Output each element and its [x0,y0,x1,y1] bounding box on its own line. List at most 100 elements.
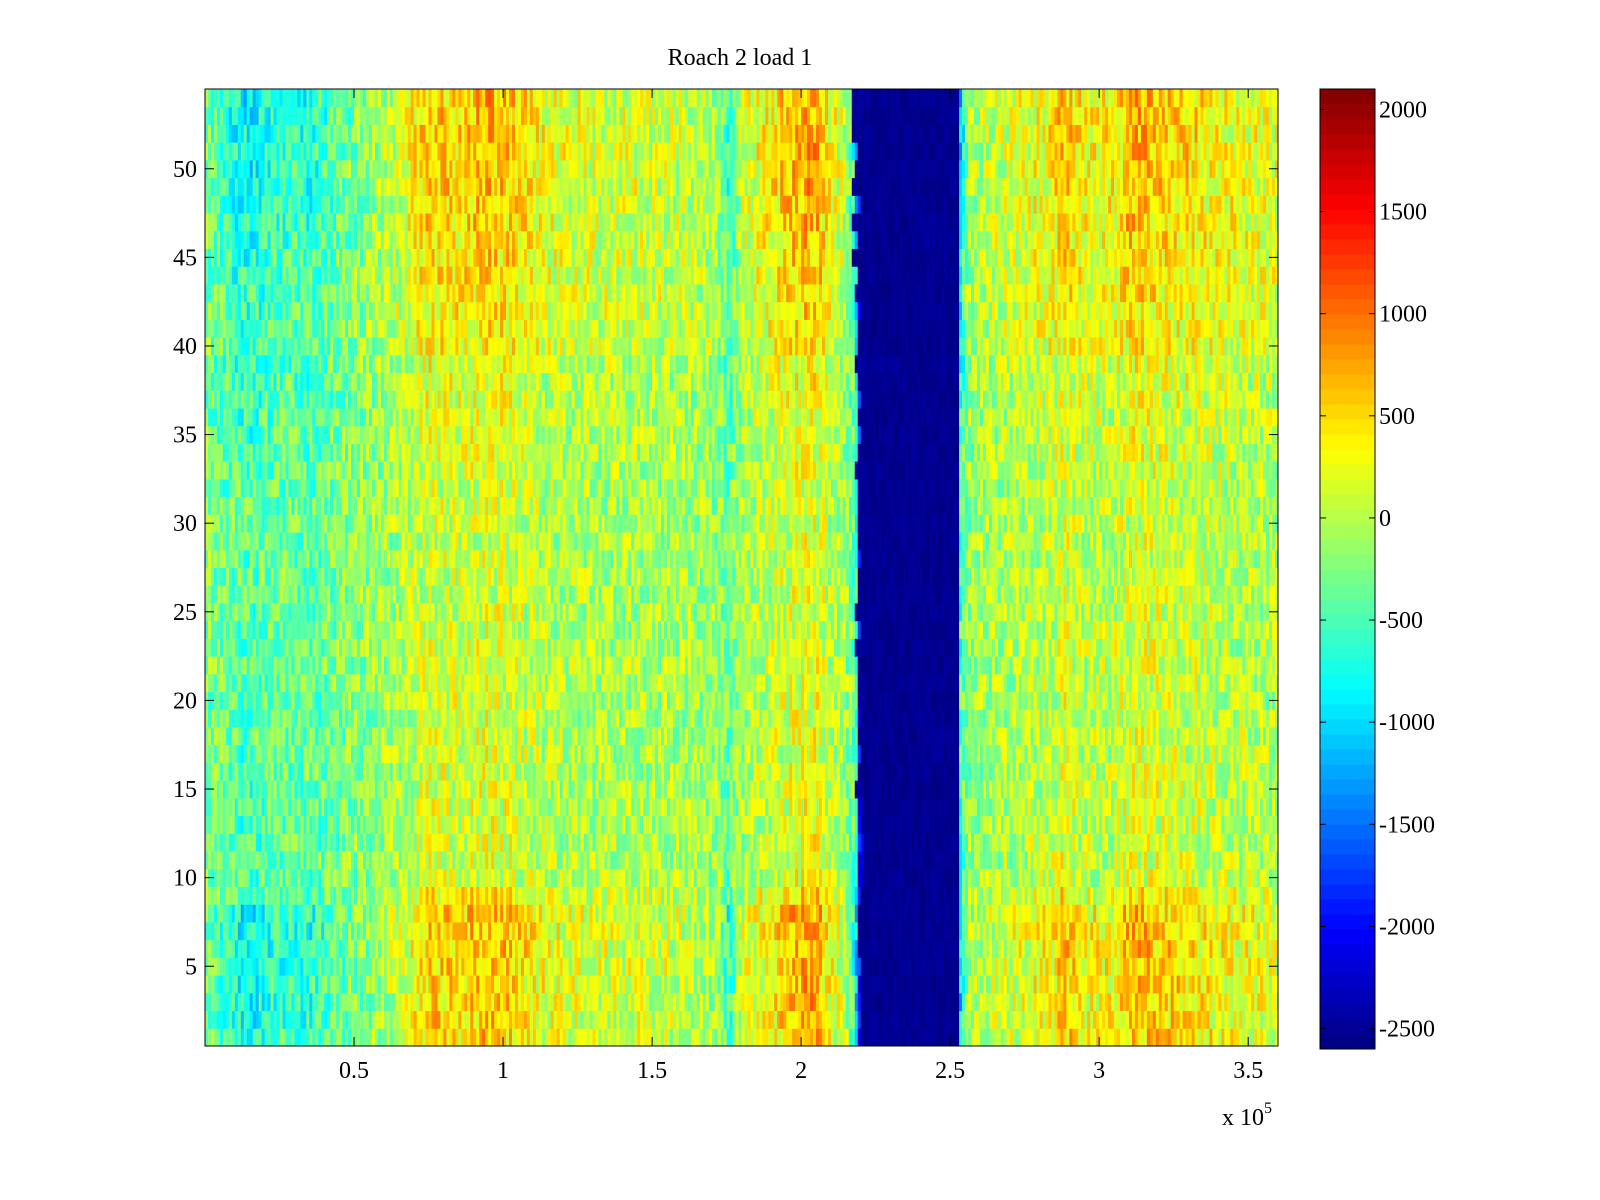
heatmap-cell [1069,868,1073,887]
heatmap-cell [348,815,352,834]
heatmap-cell [649,921,653,941]
heatmap-cell [336,797,340,817]
heatmap-cell [914,833,918,852]
heatmap-cell [473,939,477,958]
heatmap-cell [1015,868,1020,887]
heatmap-cell [661,921,665,941]
heatmap-cell [988,815,993,834]
heatmap-cell [696,992,701,1012]
heatmap-cell [610,1028,614,1047]
heatmap-cell [604,939,608,958]
heatmap-cell [1263,904,1267,923]
heatmap-cell [664,815,668,834]
heatmap-cell [780,833,784,852]
heatmap-cell [744,992,748,1012]
heatmap-cell [792,1028,796,1047]
heatmap-cell [476,904,480,923]
heatmap-cell [485,886,489,905]
heatmap-cell [312,851,316,870]
heatmap-cell [821,939,826,958]
heatmap-cell [401,921,406,941]
heatmap-cell [553,921,558,941]
heatmap-cell [279,939,283,958]
heatmap-cell [944,904,948,923]
heatmap-cell [860,886,865,905]
heatmap-cell [324,992,328,1012]
heatmap-cell [1131,921,1136,941]
heatmap-cell [1111,1010,1115,1029]
heatmap-cell [950,815,954,834]
heatmap-cell [813,833,817,852]
heatmap-cell [297,868,301,887]
heatmap-cell [872,975,877,994]
heatmap-cell [887,939,892,958]
heatmap-cell [512,815,516,834]
heatmap-cell [643,992,647,1012]
heatmap-cell [1254,921,1258,941]
heatmap-cell [1269,904,1273,923]
heatmap-cell [1030,921,1035,941]
heatmap-cell [994,1028,999,1047]
heatmap-cell [911,797,915,817]
heatmap-cell [1230,833,1234,852]
heatmap-cell [893,939,897,958]
heatmap-cell [678,904,683,923]
heatmap-cell [1170,815,1175,834]
heatmap-cell [1230,921,1234,941]
heatmap-cell [1012,939,1017,958]
heatmap-cell [461,1010,465,1029]
heatmap-cell [529,904,534,923]
heatmap-cell [1272,921,1276,941]
heatmap-cell [461,833,465,852]
heatmap-cell [750,1028,754,1047]
heatmap-cell [699,886,704,905]
heatmap-cell [383,833,388,852]
heatmap-cell [899,868,903,887]
heatmap-cell [1030,886,1035,905]
heatmap-cell [1230,1010,1234,1029]
heatmap-cell [1033,957,1038,976]
heatmap-cell [771,939,775,958]
heatmap-cell [735,797,740,817]
heatmap-cell [1161,904,1166,923]
heatmap-cell [1045,797,1049,817]
heatmap-cell [404,992,409,1012]
heatmap-cell [1245,833,1249,852]
heatmap-cell [774,833,778,852]
heatmap-cell [276,851,281,870]
heatmap-cell [711,921,716,941]
heatmap-cell [1173,957,1178,976]
heatmap-cell [324,1028,328,1047]
heatmap-cell [616,992,620,1012]
heatmap-cell [810,957,814,976]
heatmap-cell [988,975,993,994]
heatmap-cell [735,1010,740,1029]
heatmap-cell [1123,939,1127,958]
heatmap-cell [446,975,450,994]
heatmap-cell [1134,797,1139,817]
heatmap-cell [234,797,239,817]
heatmap-cell [1230,957,1234,976]
heatmap-cell [1179,1010,1184,1029]
heatmap-cell [416,815,421,834]
heatmap-cell [553,886,558,905]
heatmap-cell [699,904,704,923]
heatmap-cell [1149,886,1154,905]
heatmap-cell [804,957,808,976]
heatmap-cell [488,815,492,834]
heatmap-cell [282,992,286,1012]
heatmap-cell [604,957,608,976]
heatmap-cell [440,992,444,1012]
heatmap-cell [625,957,629,976]
heatmap-cell [1030,975,1035,994]
heatmap-cell [1081,939,1085,958]
heatmap-cell [234,815,239,834]
heatmap-cell [210,797,215,817]
heatmap-cell [1149,815,1154,834]
heatmap-cell [476,886,480,905]
heatmap-cell [991,797,996,817]
heatmap-cell [577,921,582,941]
heatmap-cell [488,886,492,905]
heatmap-cell [1012,868,1017,887]
heatmap-cell [887,797,892,817]
